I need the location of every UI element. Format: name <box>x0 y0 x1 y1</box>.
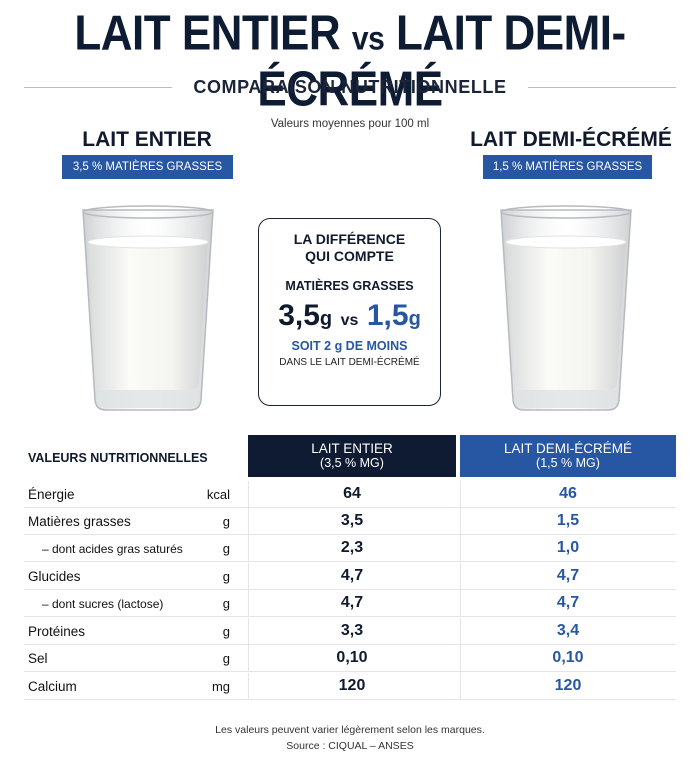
difference-title: LA DIFFÉRENCE QUI COMPTE <box>259 231 440 265</box>
row-value-semi: 1,0 <box>556 539 580 556</box>
row-value-whole: 3,5 <box>340 512 364 529</box>
title-right-text: LAIT DEMI-ÉCRÉMÉ <box>257 6 626 117</box>
difference-vs: vs <box>340 312 359 329</box>
difference-title-line2: QUI COMPTE <box>305 248 394 264</box>
row-value-whole: 120 <box>338 677 366 694</box>
column-header-whole-line2: (3,5 % MG) <box>320 456 384 470</box>
difference-title-line1: LA DIFFÉRENCE <box>293 231 406 247</box>
row-name: Énergie <box>28 487 75 502</box>
row-value-semi: 4,7 <box>556 594 580 611</box>
row-value-semi: 0,10 <box>552 649 584 666</box>
column-header-semi-line2: (1,5 % MG) <box>536 456 600 470</box>
title-left-text: LAIT ENTIER <box>74 6 341 61</box>
row-unit: g <box>222 514 230 529</box>
difference-less: SOIT 2 g DE MOINS <box>291 339 408 353</box>
milk-glass-semi-icon <box>500 205 632 411</box>
row-value-whole: 4,7 <box>340 594 364 611</box>
row-unit: g <box>222 569 230 584</box>
difference-value-semi: 1,5 <box>366 299 409 332</box>
row-value-semi: 3,4 <box>556 622 580 639</box>
table-row: Glucides g 4,7 4,7 <box>24 563 676 590</box>
subtitle-row: COMPARAISON NUTRITIONNELLE <box>24 74 676 102</box>
footer-source: Source : CIQUAL – ANSES <box>286 740 414 752</box>
column-header-whole-line1: LAIT ENTIER <box>311 441 393 456</box>
table-row: – dont sucres (lactose) g 4,7 4,7 <box>24 590 676 617</box>
row-value-semi: 120 <box>554 677 582 694</box>
subtitle-divider-right <box>528 87 676 88</box>
table-row: – dont acides gras saturés g 2,3 1,0 <box>24 535 676 562</box>
row-value-whole: 0,10 <box>336 649 368 666</box>
row-name: Calcium <box>28 679 77 694</box>
row-name: – dont acides gras saturés <box>42 542 183 556</box>
product-title-whole: LAIT ENTIER <box>82 128 212 151</box>
difference-label: MATIÈRES GRASSES <box>285 279 414 293</box>
badge-whole-fat: 3,5 % MATIÈRES GRASSES <box>62 155 233 179</box>
row-value-semi: 4,7 <box>556 567 580 584</box>
difference-unit-whole: g <box>319 308 333 330</box>
subtitle-divider-left <box>24 87 172 88</box>
row-value-whole: 3,3 <box>340 622 364 639</box>
table-label: VALEURS NUTRITIONNELLES <box>28 451 208 465</box>
difference-unit-semi: g <box>408 308 421 330</box>
table-row: Protéines g 3,3 3,4 <box>24 618 676 645</box>
table-row: Calcium mg 120 120 <box>24 673 676 700</box>
main-title: LAIT ENTIER vs LAIT DEMI-ÉCRÉMÉ <box>0 6 700 118</box>
row-unit: mg <box>211 679 230 694</box>
per-100ml-note: Valeurs moyennes pour 100 ml <box>270 118 430 130</box>
row-unit: g <box>222 651 230 666</box>
row-value-whole: 2,3 <box>340 539 364 556</box>
footer-note: Les valeurs peuvent varier légèrement se… <box>215 724 485 736</box>
column-header-whole: LAIT ENTIER (3,5 % MG) <box>248 435 456 477</box>
difference-box: LA DIFFÉRENCE QUI COMPTE MATIÈRES GRASSE… <box>258 218 441 406</box>
row-unit: g <box>222 624 230 639</box>
badge-semi-fat: 1,5 % MATIÈRES GRASSES <box>483 155 652 179</box>
difference-value-whole: 3,5 <box>278 299 320 332</box>
row-value-whole: 4,7 <box>340 567 364 584</box>
subtitle: COMPARAISON NUTRITIONNELLE <box>193 77 507 97</box>
row-unit: g <box>222 541 230 556</box>
product-title-semi: LAIT DEMI-ÉCRÉMÉ <box>470 128 672 151</box>
table-row: Sel g 0,10 0,10 <box>24 645 676 672</box>
row-name: Matières grasses <box>28 514 131 529</box>
row-unit: kcal <box>206 487 230 502</box>
difference-note: DANS LE LAIT DEMI-ÉCRÉMÉ <box>279 357 420 368</box>
row-value-semi: 1,5 <box>556 512 580 529</box>
table-row: Matières grasses g 3,5 1,5 <box>24 508 676 535</box>
column-header-semi-line1: LAIT DEMI-ÉCRÉMÉ <box>503 441 633 456</box>
row-name: – dont sucres (lactose) <box>42 597 164 611</box>
column-header-semi: LAIT DEMI-ÉCRÉMÉ (1,5 % MG) <box>460 435 676 477</box>
row-value-whole: 64 <box>343 485 361 502</box>
row-name: Glucides <box>28 569 81 584</box>
title-vs-text: vs <box>351 20 385 58</box>
milk-glass-whole-icon <box>82 205 214 411</box>
row-name: Protéines <box>28 624 86 639</box>
row-name: Sel <box>28 651 48 666</box>
difference-values: 3,5g vs 1,5g <box>259 299 440 333</box>
row-unit: g <box>222 596 230 611</box>
row-value-semi: 46 <box>559 485 577 502</box>
table-row: Énergie kcal 64 46 <box>24 481 676 508</box>
